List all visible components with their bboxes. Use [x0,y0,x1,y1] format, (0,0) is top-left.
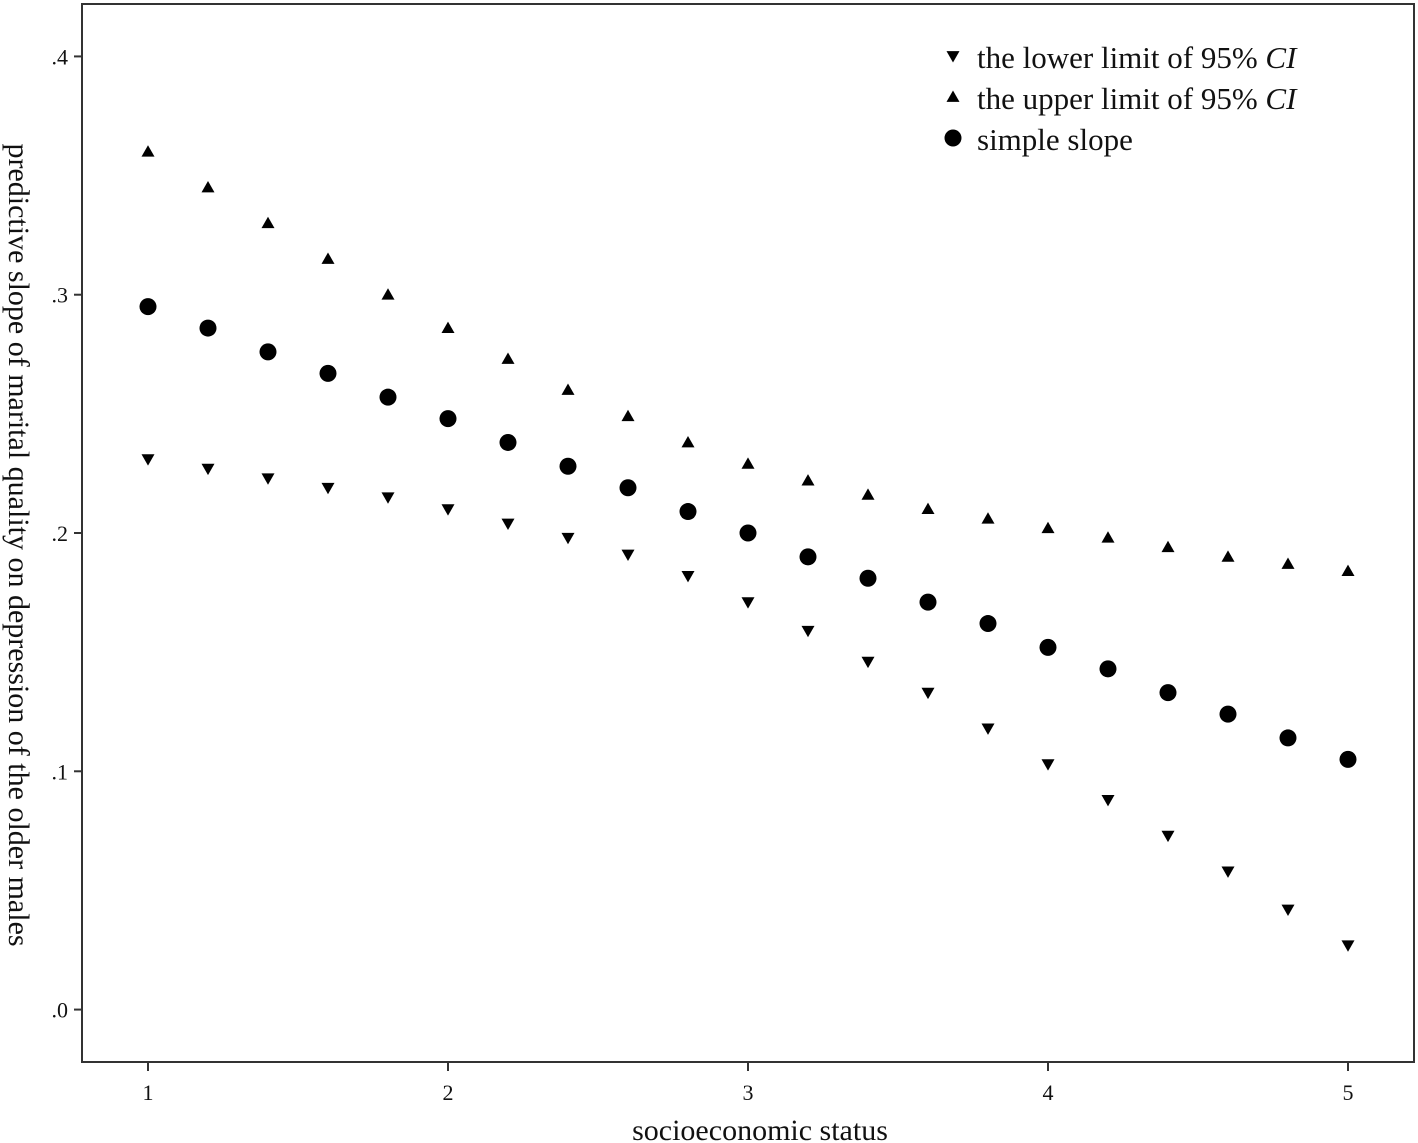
upper-ci-point [681,435,695,448]
simple-slope-point [739,524,757,542]
upper-ci-point [621,409,635,422]
y-axis: .0 .1 .2 .3 .4 [52,44,82,1023]
x-tick-label: 4 [1043,1080,1054,1105]
legend-upper-ci-marker [946,90,960,102]
lower-ci-point [1221,866,1235,878]
simple-slope-point [439,410,457,428]
y-axis-title: predictive slope of marital quality on d… [2,143,35,946]
simple-slope-point [979,615,997,633]
simple-slope-point [259,343,277,361]
lower-ci-point [141,454,155,466]
simple-slope-point [1099,660,1117,678]
legend-label: the upper limit of 95% CI [977,81,1298,116]
lower-ci-point [321,482,335,495]
lower-ci-point [561,532,575,545]
upper-ci-point [1221,550,1235,562]
simple-slope-point [1219,705,1237,723]
legend-label: simple slope [977,122,1133,157]
lower-ci-point [261,473,275,485]
lower-ci-point [1101,795,1115,807]
upper-ci-point [501,352,515,364]
upper-ci-point [441,321,455,333]
x-tick-label: 2 [443,1080,454,1105]
simple-slope-point [379,388,397,406]
lower-ci-point [981,723,995,735]
lower-ci-point [1281,904,1295,916]
upper-ci-point [921,502,935,515]
upper-ci-point [981,512,995,524]
x-axis: 1 2 3 4 5 [143,1062,1354,1105]
upper-ci-point [201,180,215,193]
lower-ci-point [201,463,215,476]
lower-ci-point [621,549,635,561]
upper-ci-point [141,145,155,157]
upper-ci-point [321,252,335,264]
upper-ci-point [1101,531,1115,543]
upper-ci-point [261,216,275,229]
data-points [139,145,1357,952]
simple-slope-point [859,569,877,587]
simple-slope-point [499,433,517,451]
upper-ci-point [1281,557,1295,569]
lower-ci-point [501,518,515,530]
simple-slope-point [1339,750,1357,768]
legend-label: the lower limit of 95% CI [977,40,1298,75]
upper-ci-point [561,383,575,395]
simple-slope-point [199,319,217,337]
legend-lower-ci-marker [946,51,960,63]
lower-ci-point [801,625,815,638]
lower-ci-point [441,504,455,516]
lower-ci-point [1341,940,1355,952]
y-tick-label: .1 [52,759,69,784]
simple-slope-point [919,593,937,611]
lower-ci-point [381,492,395,504]
y-tick-label: .0 [52,998,69,1023]
lower-ci-point [861,656,875,669]
x-tick-label: 5 [1343,1080,1354,1105]
simple-slope-point [1159,684,1177,702]
simple-slope-point [619,479,637,497]
upper-ci-point [381,288,395,300]
simple-slope-point [319,364,337,382]
simple-slope-point [559,457,577,475]
simple-slope-point [799,548,817,566]
x-tick-label: 3 [743,1080,754,1105]
upper-ci-point [741,457,755,469]
upper-ci-point [1041,521,1055,534]
upper-ci-point [1161,540,1175,553]
lower-ci-point [681,571,695,583]
x-axis-title: socioeconomic status [632,1114,888,1143]
x-tick-label: 1 [143,1080,154,1105]
upper-ci-point [1341,564,1355,577]
legend-simple-slope-marker [944,129,962,147]
y-tick-label: .4 [52,44,69,69]
simple-slope-point [1279,729,1297,747]
simple-slope-point [139,298,157,316]
lower-ci-point [1041,759,1055,771]
simple-slope-point [1039,638,1057,656]
upper-ci-point [861,488,875,500]
lower-ci-point [741,597,755,609]
upper-ci-point [801,474,815,486]
simple-slope-point [679,503,697,521]
lower-ci-point [1161,830,1175,843]
y-tick-label: .2 [52,521,69,546]
legend: the lower limit of 95% CI the upper limit… [944,40,1298,157]
lower-ci-point [921,687,935,700]
y-tick-label: .3 [52,283,69,308]
